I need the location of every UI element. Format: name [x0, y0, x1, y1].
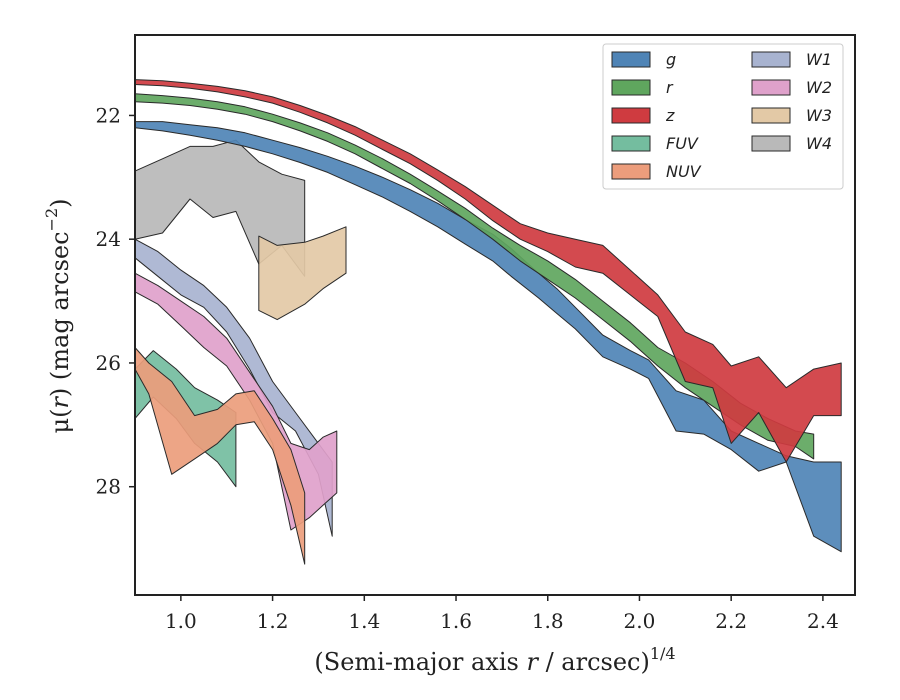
legend-swatch-z — [611, 107, 651, 124]
legend-label-r: r — [666, 78, 674, 97]
legend-label-w4: W4 — [806, 134, 832, 153]
legend-swatch-fuv — [611, 135, 651, 152]
series-band-z — [134, 79, 842, 463]
legend-label-w1: W1 — [806, 50, 832, 69]
x-axis-label-exponent: 1/4 — [650, 644, 676, 663]
legend-swatch-w4 — [751, 135, 791, 152]
legend-swatch-g — [611, 51, 651, 68]
legend: grz FUV NUV W1 W2 W3 W4 — [602, 43, 844, 190]
y-axis-label-var: r — [46, 396, 74, 409]
y-axis-label-mu: μ( — [46, 409, 74, 434]
legend-swatch-r — [611, 79, 651, 96]
legend-label-z: z — [665, 106, 675, 125]
series-band-w3 — [258, 226, 347, 321]
x-tick-label: 1.2 — [257, 609, 289, 633]
legend-swatch-nuv — [611, 163, 651, 180]
legend-swatch-w1 — [751, 51, 791, 68]
legend-label-w2: W2 — [806, 78, 832, 97]
y-axis-label-end: ) — [46, 198, 74, 207]
y-tick-label: 22 — [96, 103, 121, 127]
legend-label-w3: W3 — [806, 106, 832, 125]
legend-label-nuv: NUV — [666, 162, 702, 181]
x-axis-label-pre: (Semi-major axis — [314, 648, 526, 676]
legend-swatch-w3 — [751, 107, 791, 124]
y-tick-label: 28 — [96, 475, 121, 499]
series-band-g — [134, 121, 842, 553]
x-tick-label: 1.4 — [348, 609, 380, 633]
x-tick-label: 1.6 — [440, 609, 472, 633]
x-tick-label: 2.4 — [807, 609, 839, 633]
x-axis-label: (Semi-major axis r / arcsec)1/4 — [314, 644, 675, 676]
y-axis: 22 24 26 28 — [96, 103, 135, 499]
legend-swatch-w2 — [751, 79, 791, 96]
legend-label-g: g — [666, 50, 676, 69]
x-axis-label-post: / arcsec) — [538, 648, 650, 676]
x-axis: 1.0 1.2 1.4 1.6 1.8 2.0 2.2 2.4 — [165, 595, 839, 633]
x-axis-label-var: r — [526, 648, 539, 676]
x-tick-label: 2.2 — [715, 609, 747, 633]
y-tick-label: 26 — [96, 351, 121, 375]
series-band-nuv — [134, 347, 306, 565]
y-tick-label: 24 — [96, 227, 121, 251]
series-band-w1 — [134, 238, 333, 537]
legend-label-fuv: FUV — [666, 134, 699, 153]
x-tick-label: 1.0 — [165, 609, 197, 633]
y-axis-label-exponent: −2 — [42, 208, 61, 232]
x-tick-label: 1.8 — [532, 609, 564, 633]
series-layer — [134, 79, 842, 565]
y-axis-label: μ(r) (mag arcsec−2) — [42, 198, 74, 433]
plot-frame — [134, 34, 856, 596]
x-tick-label: 2.0 — [624, 609, 656, 633]
y-axis-label-mid: ) (mag arcsec — [46, 231, 74, 397]
legend-items: grz FUV NUV W1 W2 W3 W4 — [611, 50, 832, 181]
